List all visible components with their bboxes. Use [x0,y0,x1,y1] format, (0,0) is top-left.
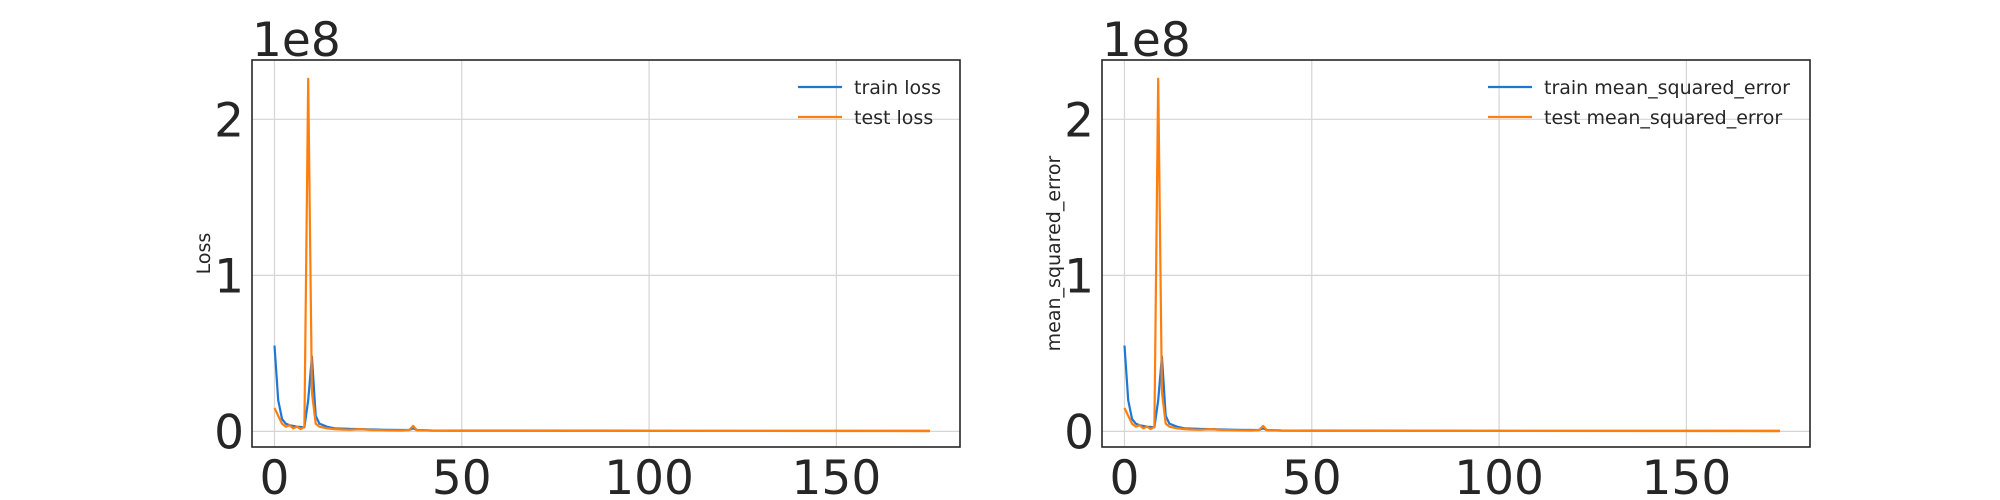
y-tick-label: 1 [1064,249,1094,304]
y-axis-label: Loss [193,233,215,275]
y-tick-label: 2 [1064,93,1094,148]
legend-label: test loss [854,107,933,129]
x-tick-label: 100 [604,451,694,500]
x-tick-label: 0 [1110,451,1140,500]
series-line-test [273,77,931,433]
x-tick-label: 50 [432,451,492,500]
y-exponent-label: 1e8 [1102,13,1191,68]
y-tick-label: 0 [214,405,244,460]
plot-frame [1101,59,1811,448]
y-tick-label: 2 [214,93,244,148]
y-tick-label: 1 [214,249,244,304]
legend-label: train loss [854,77,941,99]
series-line-train [1123,345,1781,432]
plot-frame [251,59,961,448]
y-axis-label: mean_squared_error [1043,155,1065,351]
x-tick-label: 150 [792,451,882,500]
x-tick-label: 50 [1282,451,1342,500]
x-tick-label: 150 [1642,451,1732,500]
y-tick-label: 0 [1064,405,1094,460]
legend-label: test mean_squared_error [1544,107,1782,129]
series-line-train [273,345,931,432]
x-tick-label: 0 [260,451,290,500]
y-exponent-label: 1e8 [252,13,341,68]
legend-label: train mean_squared_error [1544,77,1790,99]
series-line-test [1123,77,1781,433]
x-tick-label: 100 [1454,451,1544,500]
